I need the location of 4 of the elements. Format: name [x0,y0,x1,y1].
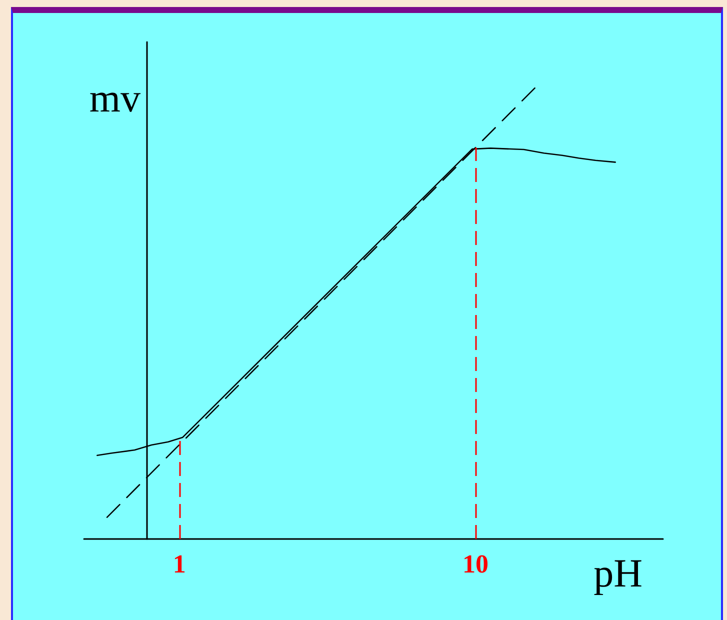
x-axis-title: pH [594,550,642,596]
x-tick-label: 10 [462,550,488,578]
x-tick-label: 1 [172,550,186,578]
y-axis-title: mv [89,76,141,120]
